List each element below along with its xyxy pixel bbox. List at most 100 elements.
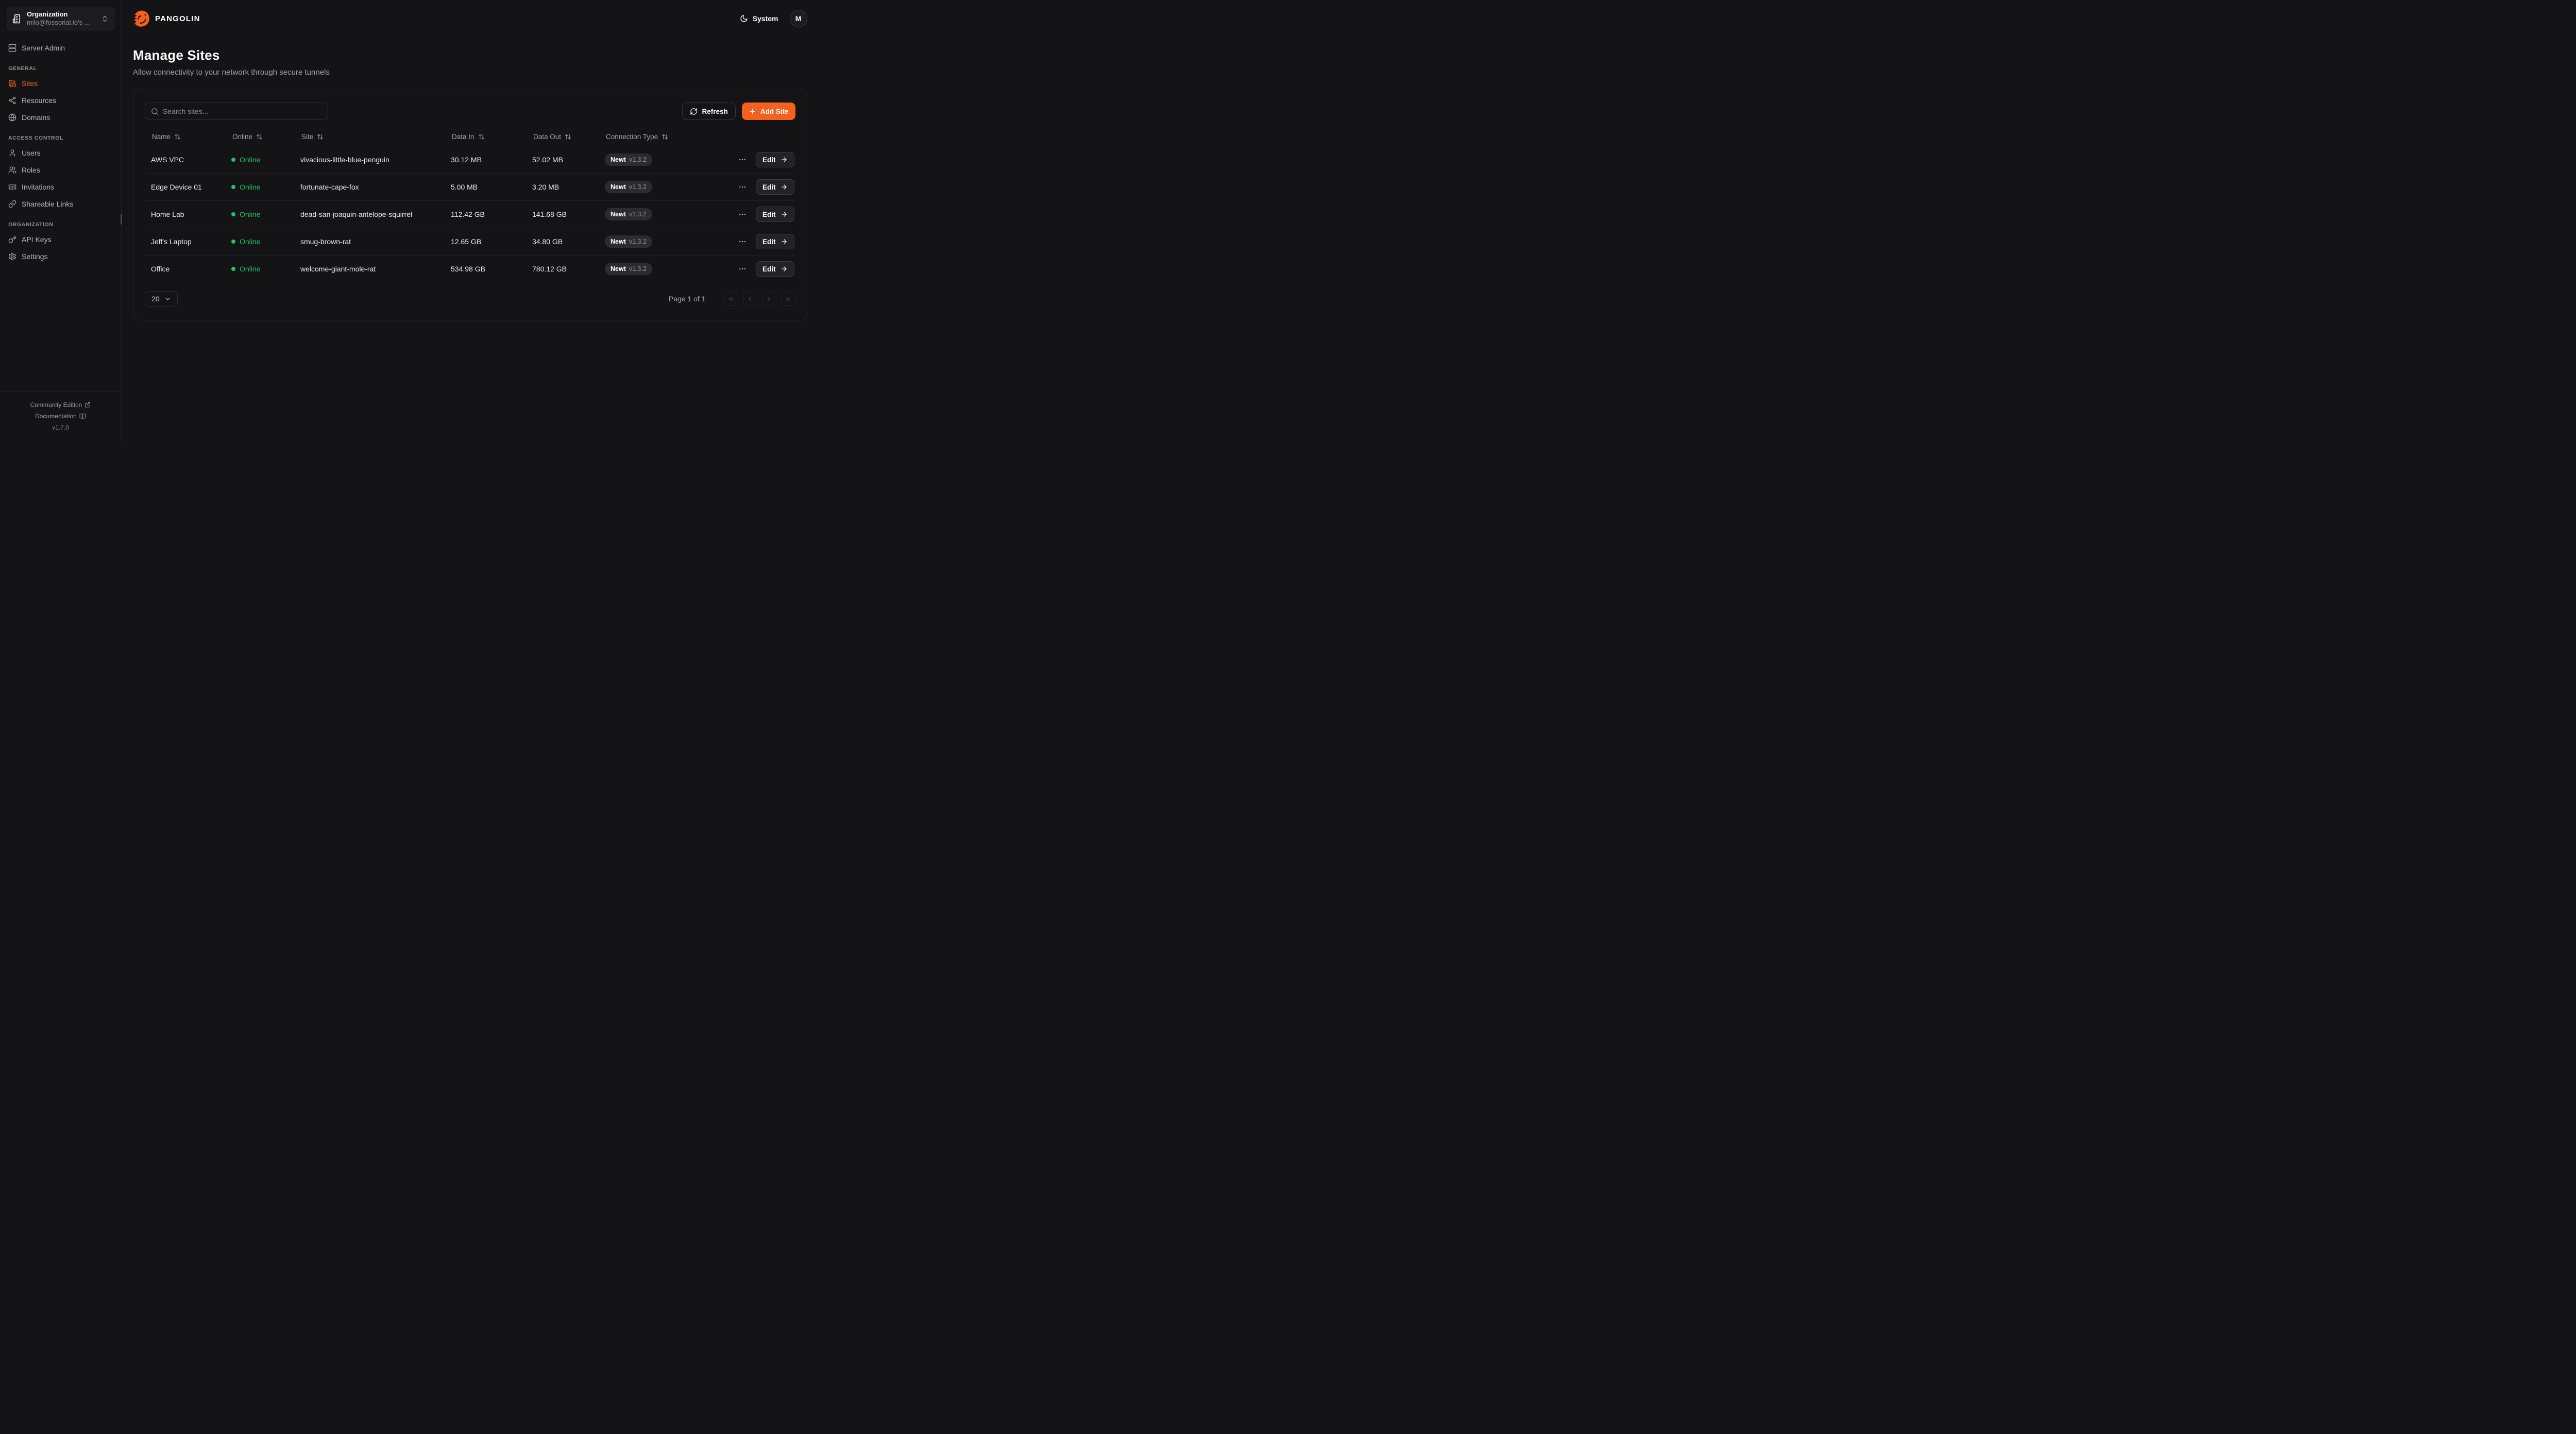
edit-button-label: Edit bbox=[762, 156, 776, 164]
arrow-right-icon bbox=[781, 156, 788, 163]
row-menu-button[interactable] bbox=[737, 264, 748, 274]
row-status-label: Online bbox=[240, 265, 261, 273]
conn-version: v1.3.2 bbox=[629, 183, 647, 191]
row-status-label: Online bbox=[240, 156, 261, 164]
sort-icon bbox=[256, 133, 263, 140]
chevron-down-icon bbox=[164, 296, 171, 302]
org-switcher-label: Organization bbox=[27, 10, 68, 18]
sidebar-item-domains[interactable]: Domains bbox=[7, 112, 114, 123]
sidebar-item-invitations[interactable]: Invitations bbox=[7, 182, 114, 192]
column-header-connection-type[interactable]: Connection Type bbox=[599, 133, 731, 141]
add-site-button[interactable]: Add Site bbox=[741, 103, 795, 120]
online-status-dot bbox=[231, 212, 235, 216]
avatar[interactable]: M bbox=[789, 10, 807, 27]
row-name: Home Lab bbox=[151, 210, 184, 218]
row-menu-button[interactable] bbox=[737, 155, 748, 165]
brand-logo: PANGOLIN bbox=[133, 10, 200, 27]
arrow-right-icon bbox=[781, 265, 788, 272]
column-header-online[interactable]: Online bbox=[225, 133, 294, 141]
row-site: dead-san-joaquin-antelope-squirrel bbox=[300, 210, 413, 218]
row-data-out: 780.12 GB bbox=[532, 265, 567, 273]
edit-button[interactable]: Edit bbox=[756, 179, 794, 195]
sidebar-item-settings[interactable]: Settings bbox=[7, 251, 114, 262]
sidebar-item-label: Sites bbox=[22, 79, 38, 88]
sort-icon bbox=[565, 133, 571, 140]
sites-card: Refresh Add Site Name Online bbox=[133, 90, 807, 320]
sort-icon bbox=[662, 133, 668, 140]
row-data-in: 112.42 GB bbox=[451, 210, 485, 218]
row-menu-button[interactable] bbox=[737, 209, 748, 219]
table-row: AWS VPC Online vivacious-little-blue-pen… bbox=[145, 146, 795, 173]
chevrons-up-down-icon bbox=[101, 15, 109, 23]
resources-icon bbox=[8, 96, 16, 105]
column-header-name[interactable]: Name bbox=[145, 133, 225, 141]
section-label-general: GENERAL bbox=[8, 65, 37, 72]
row-site: vivacious-little-blue-penguin bbox=[300, 156, 389, 164]
org-switcher[interactable]: Organization milo@fossorial.io's ... bbox=[7, 7, 114, 30]
refresh-icon bbox=[690, 108, 698, 115]
sidebar-item-api-keys[interactable]: API Keys bbox=[7, 234, 114, 245]
connection-type-badge: Newt v1.3.2 bbox=[605, 153, 652, 166]
sites-table: Name Online Site Data In Data Out bbox=[145, 127, 795, 282]
sidebar-item-users[interactable]: Users bbox=[7, 148, 114, 158]
sidebar-item-label: Roles bbox=[22, 166, 40, 174]
section-label-organization: ORGANIZATION bbox=[8, 221, 54, 228]
topbar: PANGOLIN System M bbox=[133, 0, 807, 37]
conn-version: v1.3.2 bbox=[629, 156, 647, 163]
row-data-out: 52.02 MB bbox=[532, 156, 563, 164]
refresh-button[interactable]: Refresh bbox=[682, 103, 736, 120]
community-edition-link[interactable]: Community Edition bbox=[30, 399, 91, 411]
sidebar-item-resources[interactable]: Resources bbox=[7, 95, 114, 106]
documentation-link[interactable]: Documentation bbox=[35, 411, 86, 422]
arrow-right-icon bbox=[781, 211, 788, 218]
edit-button[interactable]: Edit bbox=[756, 234, 794, 249]
previous-page-button[interactable] bbox=[742, 292, 757, 306]
table-row: Edge Device 01 Online fortunate-cape-fox… bbox=[145, 173, 795, 200]
chevrons-left-icon bbox=[727, 296, 734, 302]
row-status-label: Online bbox=[240, 183, 261, 191]
table-row: Jeff's Laptop Online smug-brown-rat 12.6… bbox=[145, 228, 795, 255]
sidebar-item-roles[interactable]: Roles bbox=[7, 165, 114, 175]
row-site: fortunate-cape-fox bbox=[300, 183, 359, 191]
sidebar-item-shareable-links[interactable]: Shareable Links bbox=[7, 199, 114, 209]
chevron-left-icon bbox=[747, 296, 753, 302]
brand-name: PANGOLIN bbox=[155, 14, 200, 23]
edit-button[interactable]: Edit bbox=[756, 261, 794, 277]
row-menu-button[interactable] bbox=[737, 182, 748, 192]
first-page-button[interactable] bbox=[723, 292, 738, 306]
page-title: Manage Sites bbox=[133, 47, 220, 63]
sidebar-item-sites[interactable]: Sites bbox=[7, 78, 114, 89]
page-size-select[interactable]: 20 bbox=[145, 291, 178, 306]
table-header: Name Online Site Data In Data Out bbox=[145, 127, 795, 146]
link-icon bbox=[8, 200, 16, 208]
column-header-site[interactable]: Site bbox=[294, 133, 445, 141]
edit-button[interactable]: Edit bbox=[756, 207, 794, 222]
key-icon bbox=[8, 235, 16, 244]
building-icon bbox=[12, 14, 22, 24]
sites-icon bbox=[8, 79, 16, 88]
row-menu-button[interactable] bbox=[737, 236, 748, 247]
table-body: AWS VPC Online vivacious-little-blue-pen… bbox=[145, 146, 795, 282]
server-icon bbox=[8, 44, 16, 52]
sidebar-item-label: Invitations bbox=[22, 183, 55, 191]
row-data-out: 3.20 MB bbox=[532, 183, 560, 191]
ellipsis-icon bbox=[738, 156, 747, 164]
column-header-data-out[interactable]: Data Out bbox=[526, 133, 599, 141]
last-page-button[interactable] bbox=[781, 292, 795, 306]
ticket-check-icon bbox=[8, 183, 16, 191]
sidebar-resize-handle[interactable] bbox=[121, 214, 122, 225]
next-page-button[interactable] bbox=[761, 292, 776, 306]
search-input[interactable] bbox=[163, 107, 322, 115]
sidebar-item-server-admin[interactable]: Server Admin bbox=[7, 43, 114, 53]
column-header-data-in[interactable]: Data In bbox=[445, 133, 526, 141]
sidebar-item-label: API Keys bbox=[22, 235, 52, 244]
online-status-dot bbox=[231, 240, 235, 244]
arrow-right-icon bbox=[781, 238, 788, 245]
conn-version: v1.3.2 bbox=[629, 211, 647, 218]
theme-toggle-button[interactable]: System bbox=[740, 14, 778, 23]
book-open-icon bbox=[79, 413, 86, 420]
edit-button-label: Edit bbox=[762, 237, 776, 246]
conn-version: v1.3.2 bbox=[629, 238, 647, 245]
sort-icon bbox=[478, 133, 485, 140]
edit-button[interactable]: Edit bbox=[756, 152, 794, 167]
